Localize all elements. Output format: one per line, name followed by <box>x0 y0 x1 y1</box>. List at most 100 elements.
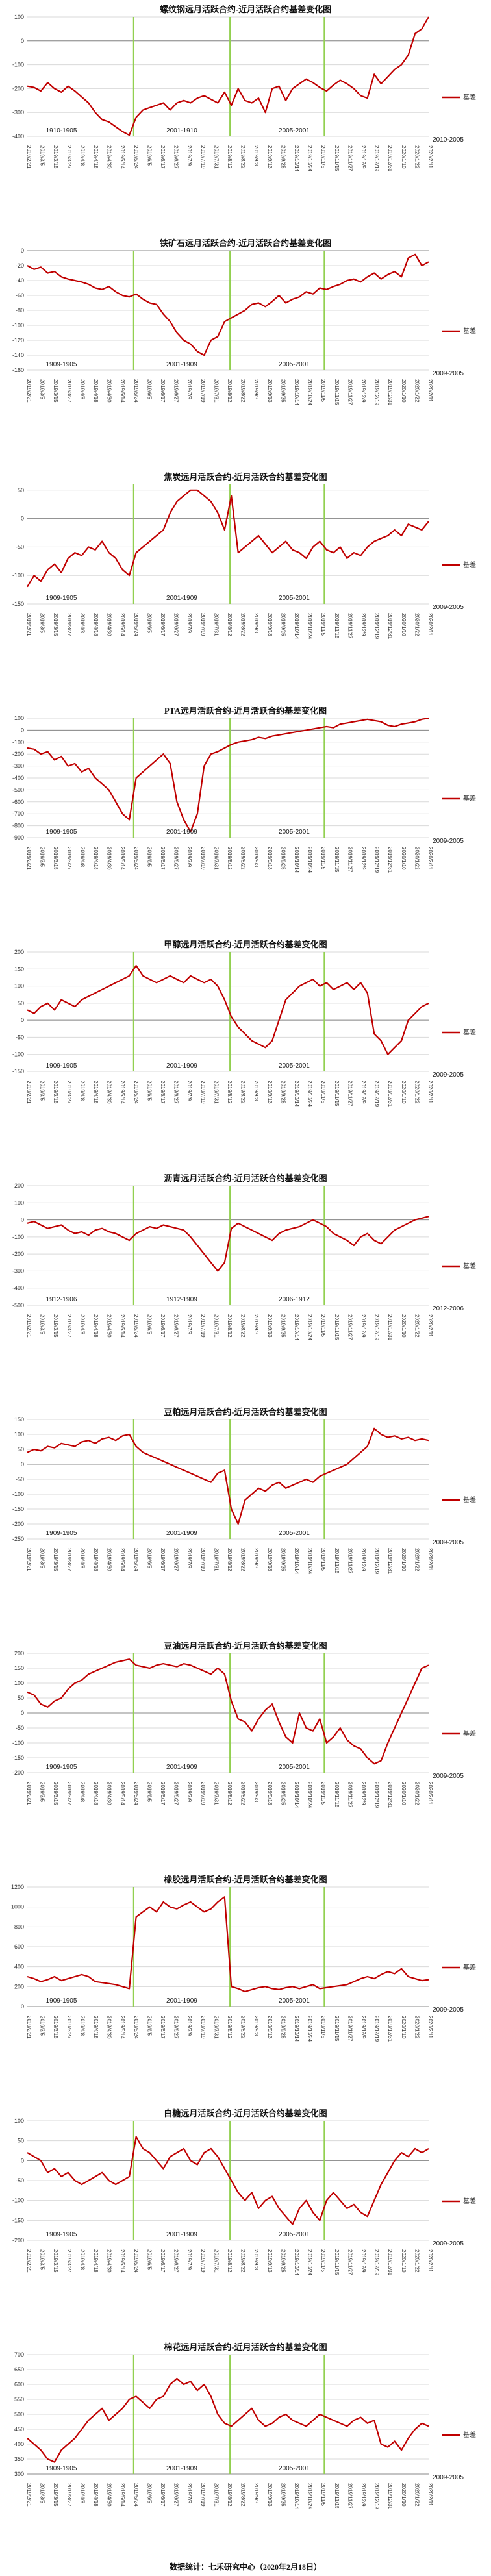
x-tick-label: 2019/6/5 <box>146 613 152 634</box>
x-tick-label: 2019/11/15 <box>334 2249 340 2275</box>
x-tick-label: 2019/3/27 <box>66 2483 72 2507</box>
x-tick-label: 2019/9/3 <box>253 145 259 166</box>
y-tick-label: 100 <box>14 2118 24 2124</box>
y-tick-label: 150 <box>14 1665 24 1671</box>
x-tick-label: 2019/7/31 <box>213 379 219 403</box>
period-label: 2005-2001 <box>279 2465 310 2472</box>
legend-label: 基差 <box>463 560 476 569</box>
x-tick-label: 2019/6/27 <box>173 613 179 636</box>
x-tick-label: 2019/7/31 <box>213 2483 219 2507</box>
period-label: 1912-1906 <box>46 1296 77 1303</box>
x-tick-label: 2019/3/27 <box>66 1081 72 1104</box>
chart-panel: 螺纹钢远月活跃合约-近月活跃合约基差变化图 100 0 -100 -200 -300 -40… <box>0 0 491 231</box>
x-tick-label: 2019/7/9 <box>186 2249 192 2270</box>
x-tick-label: 2019/5/14 <box>120 1782 125 1805</box>
x-tick-label: 2019/3/15 <box>53 1548 58 1571</box>
x-tick-label: 2019/12/31 <box>387 2483 393 2510</box>
x-tick-label: 2019/4/18 <box>93 2016 99 2039</box>
x-tick-label: 2019/10/24 <box>307 847 313 873</box>
x-tick-label: 2019/9/13 <box>267 613 273 636</box>
x-tick-label: 2019/11/27 <box>347 1314 353 1340</box>
x-tick-label: 2019/8/22 <box>240 613 246 636</box>
x-tick-label: 2019/6/17 <box>160 1548 166 1571</box>
y-tick-label: -20 <box>16 262 24 269</box>
x-tick-label: 2020/1/22 <box>414 1081 420 1104</box>
x-tick-label: 2019/5/14 <box>120 1314 125 1338</box>
period-label: 2005-2001 <box>279 595 310 602</box>
period-label: 1909-1905 <box>46 1764 77 1771</box>
x-tick-label: 2019/9/13 <box>267 145 273 169</box>
x-tick-label: 2019/3/15 <box>53 2249 58 2273</box>
y-tick-label: 100 <box>14 715 24 721</box>
x-tick-label: 2019/10/24 <box>307 1314 313 1341</box>
x-tick-label: 2019/3/15 <box>53 1782 58 1805</box>
x-tick-label: 2019/6/17 <box>160 1081 166 1104</box>
x-tick-label: 2019/10/14 <box>294 1314 299 1341</box>
x-tick-label: 2019/4/8 <box>79 847 85 868</box>
x-tick-label: 2019/2/21 <box>26 2483 32 2507</box>
period-label: 2006-1912 <box>279 1296 310 1303</box>
x-tick-label: 2020/2/11 <box>427 1314 433 1338</box>
x-tick-label: 2019/4/8 <box>79 2016 85 2036</box>
x-tick-label: 2019/11/15 <box>334 145 340 171</box>
x-tick-label: 2019/5/24 <box>133 613 139 636</box>
x-tick-label: 2019/3/5 <box>40 2483 45 2504</box>
y-tick-label: 50 <box>18 1000 24 1007</box>
x-tick-label: 2020/2/11 <box>427 2249 433 2273</box>
x-tick-label: 2019/2/21 <box>26 1782 32 1805</box>
x-tick-label: 2019/5/14 <box>120 2016 125 2039</box>
period-label: 2010-2005 <box>433 136 464 144</box>
x-tick-label: 2019/9/25 <box>280 145 286 169</box>
x-tick-label: 2019/5/14 <box>120 145 125 169</box>
y-tick-label: -800 <box>12 823 24 829</box>
y-tick-label: -100 <box>12 1234 24 1240</box>
x-tick-label: 2020/1/22 <box>414 145 420 169</box>
x-tick-label: 2020/1/22 <box>414 847 420 870</box>
legend-label: 基差 <box>463 2197 476 2205</box>
period-label: 2012-2006 <box>433 1305 464 1312</box>
x-tick-label: 2019/12/9 <box>360 613 366 636</box>
x-tick-label: 2019/8/12 <box>227 379 233 403</box>
basis-series-line <box>27 964 429 1055</box>
x-tick-label: 2019/4/30 <box>107 2016 112 2039</box>
y-tick-label: -160 <box>12 367 24 373</box>
x-tick-label: 2019/5/14 <box>120 1081 125 1104</box>
x-tick-label: 2020/1/10 <box>401 1081 407 1104</box>
y-tick-label: -500 <box>12 1302 24 1308</box>
chart-panel: 豆粕远月活跃合约-近月活跃合约基差变化图 150 100 50 0 -50 -100 -150… <box>0 1403 491 1633</box>
x-tick-label: 2019/7/19 <box>200 1548 206 1571</box>
x-tick-label: 2019/7/31 <box>213 613 219 636</box>
x-tick-label: 2019/7/19 <box>200 379 206 403</box>
basis-series-line <box>27 16 429 136</box>
y-tick-label: -60 <box>16 292 24 299</box>
x-tick-label: 2019/5/14 <box>120 847 125 870</box>
y-tick-label: 200 <box>14 1650 24 1657</box>
chart-svg: 700 650 600 550 500 450 400 350 300 1909-1905 2001… <box>14 2351 476 2510</box>
x-tick-label: 2019/10/14 <box>294 1782 299 1808</box>
x-tick-label: 2019/11/5 <box>320 2016 326 2039</box>
y-tick-label: -50 <box>16 1034 24 1040</box>
x-tick-label: 2019/11/5 <box>320 613 326 636</box>
x-tick-label: 2019/12/31 <box>387 1314 393 1341</box>
y-tick-label: -120 <box>12 337 24 344</box>
legend-label: 基差 <box>463 1729 476 1738</box>
x-tick-label: 2019/3/27 <box>66 1314 72 1338</box>
period-label: 1909-1905 <box>46 595 77 602</box>
x-tick-label: 2019/3/5 <box>40 1782 45 1803</box>
x-tick-label: 2020/1/10 <box>401 1314 407 1338</box>
x-tick-label: 2019/8/12 <box>227 2016 233 2039</box>
period-label: 2001-1909 <box>166 2465 197 2472</box>
x-tick-label: 2019/2/21 <box>26 1314 32 1338</box>
x-tick-label: 2020/1/10 <box>401 379 407 403</box>
y-tick-label: -100 <box>12 1491 24 1497</box>
y-tick-label: -400 <box>12 133 24 140</box>
x-tick-label: 2019/8/22 <box>240 145 246 169</box>
x-tick-label: 2019/5/14 <box>120 1548 125 1571</box>
x-tick-label: 2019/7/9 <box>186 2483 192 2504</box>
y-tick-label: 100 <box>14 983 24 990</box>
x-tick-label: 2019/3/5 <box>40 613 45 634</box>
x-tick-label: 2019/5/14 <box>120 2483 125 2507</box>
y-tick-label: 0 <box>21 727 24 733</box>
x-tick-label: 2019/6/27 <box>173 1782 179 1805</box>
x-tick-label: 2019/6/5 <box>146 145 152 166</box>
